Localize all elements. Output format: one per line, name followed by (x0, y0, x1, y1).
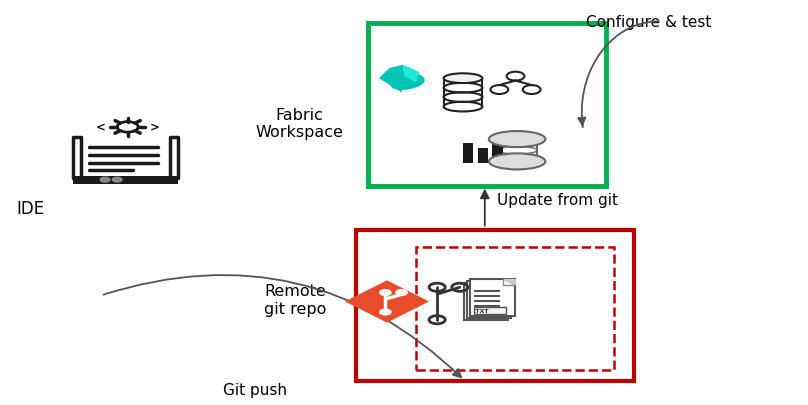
FancyBboxPatch shape (368, 24, 606, 186)
Ellipse shape (489, 132, 545, 148)
Text: IDE: IDE (17, 200, 44, 217)
FancyBboxPatch shape (470, 279, 515, 316)
Ellipse shape (489, 154, 545, 170)
Text: .TXT: .TXT (473, 308, 489, 313)
Ellipse shape (444, 74, 482, 84)
Polygon shape (389, 71, 425, 91)
FancyBboxPatch shape (463, 144, 473, 164)
Circle shape (100, 178, 110, 183)
Circle shape (396, 290, 407, 296)
Circle shape (112, 178, 122, 183)
FancyBboxPatch shape (492, 138, 503, 164)
FancyBboxPatch shape (73, 176, 178, 184)
Text: >: > (149, 121, 159, 134)
Polygon shape (345, 281, 429, 323)
Polygon shape (503, 279, 515, 286)
Text: <: < (96, 121, 106, 134)
Text: Configure & test: Configure & test (586, 15, 711, 30)
Circle shape (380, 309, 391, 315)
FancyBboxPatch shape (478, 149, 488, 164)
FancyBboxPatch shape (474, 307, 506, 314)
FancyBboxPatch shape (464, 284, 508, 320)
Text: Update from git: Update from git (497, 193, 618, 208)
Text: Remote
git repo: Remote git repo (263, 284, 326, 316)
Polygon shape (403, 66, 419, 83)
FancyBboxPatch shape (467, 281, 511, 318)
FancyBboxPatch shape (356, 231, 634, 381)
Polygon shape (379, 66, 404, 93)
Text: Git push: Git push (222, 382, 287, 397)
Text: Fabric
Workspace: Fabric Workspace (255, 107, 343, 140)
Circle shape (380, 290, 391, 296)
